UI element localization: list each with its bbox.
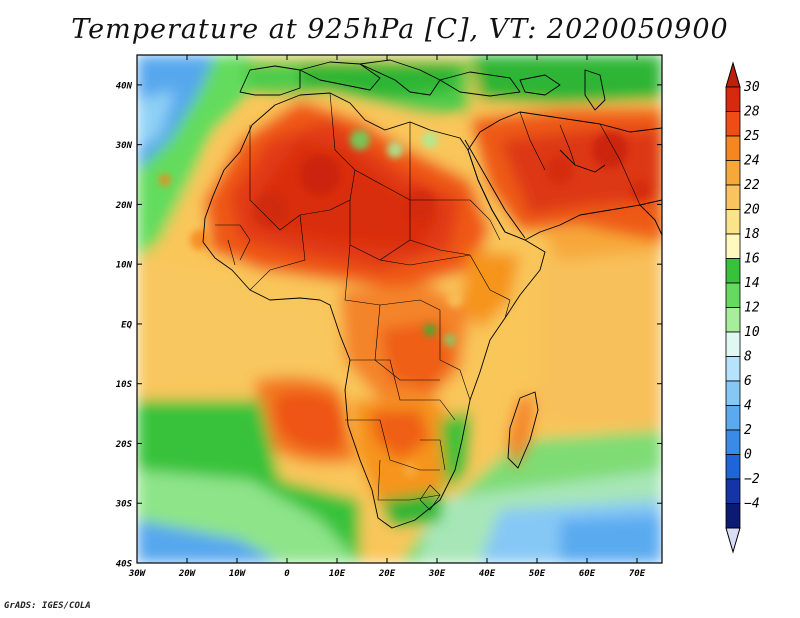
- colorbar-label: 25: [744, 129, 760, 144]
- lat-tick-label: 40N: [116, 81, 133, 91]
- colorbar-swatch: [725, 478, 741, 504]
- colorbar-swatch: [725, 135, 741, 161]
- map-frame: [136, 54, 663, 564]
- colorbar-bottom-triangle: [725, 527, 741, 554]
- colorbar-label: 24: [744, 154, 760, 169]
- colorbar-label: 18: [744, 227, 760, 242]
- colorbar-swatch: [725, 184, 741, 210]
- colorbar-swatch: [725, 86, 741, 112]
- colorbar-swatch: [725, 405, 741, 431]
- colorbar-label: −4: [744, 497, 760, 512]
- colorbar-label: 4: [744, 399, 752, 414]
- colorbar-label: 14: [744, 276, 760, 291]
- lat-tick-label: 10N: [116, 261, 133, 271]
- colorbar-swatch: [725, 282, 741, 308]
- colorbar-label: 28: [744, 105, 760, 120]
- footer-credit: GrADS: IGES/COLA: [4, 601, 91, 611]
- colorbar-label: 16: [744, 252, 760, 267]
- colorbar-label: 2: [744, 423, 752, 438]
- lon-tick-label: 10E: [329, 569, 346, 579]
- colorbar-label: 22: [744, 178, 760, 193]
- latitude-axis: 40N 30N 20N 10N EQ 10S 20S 30S 40S: [115, 81, 662, 570]
- colorbar-swatch: [725, 503, 741, 529]
- lon-tick-label: 10W: [229, 569, 247, 579]
- colorbar-swatch: [725, 160, 741, 186]
- country-borders: [215, 92, 641, 511]
- colorbar-swatch: [725, 209, 741, 235]
- lon-tick-label: 20W: [178, 569, 197, 579]
- lat-tick-label: 30S: [115, 500, 133, 510]
- lat-tick-label: 20N: [115, 201, 133, 211]
- colorbar-swatch: [725, 331, 741, 357]
- colorbar-label: 8: [744, 350, 752, 365]
- lat-tick-label: 10S: [116, 380, 133, 390]
- colorbar-label: 0: [744, 448, 752, 463]
- map-title: Temperature at 925hPa [C], VT: 202005090…: [71, 14, 729, 45]
- lon-tick-label: 30W: [128, 569, 147, 579]
- colorbar-top-triangle: [725, 61, 741, 88]
- colorbar-swatch: [725, 454, 741, 480]
- lon-tick-label: 60E: [579, 569, 596, 579]
- colorbar-label: 12: [744, 301, 760, 316]
- lon-tick-label: 70E: [629, 569, 646, 579]
- colorbar-label: 20: [744, 203, 760, 218]
- temperature-field: [137, 55, 662, 563]
- lat-tick-label: EQ: [121, 320, 132, 330]
- colorbar-swatch: [725, 429, 741, 455]
- colorbar-swatch: [725, 307, 741, 333]
- lon-tick-label: 0: [284, 569, 290, 579]
- lon-tick-label: 40E: [479, 569, 496, 579]
- colorbar-label: −2: [744, 472, 760, 487]
- lon-tick-label: 20E: [378, 569, 396, 579]
- lon-tick-label: 50E: [529, 569, 546, 579]
- colorbar-label: 6: [744, 374, 752, 389]
- lon-tick-label: 30E: [428, 569, 446, 579]
- lat-tick-label: 40S: [116, 560, 133, 570]
- detail-field: [159, 130, 650, 478]
- lat-tick-label: 30N: [115, 141, 133, 151]
- colorbar-label: 30: [743, 80, 760, 95]
- colorbar-swatch: [725, 111, 741, 137]
- longitude-axis: 30W 20W 10W 0 10E 20E 30E 40E 50E 60E 70E: [128, 55, 646, 579]
- lat-tick-label: 20S: [115, 440, 133, 450]
- colorbar-label: 10: [744, 325, 760, 340]
- colorbar-swatch: [725, 380, 741, 406]
- colorbar-swatch: [725, 233, 741, 259]
- colorbar-swatch: [725, 258, 741, 284]
- colorbar-swatch: [725, 356, 741, 382]
